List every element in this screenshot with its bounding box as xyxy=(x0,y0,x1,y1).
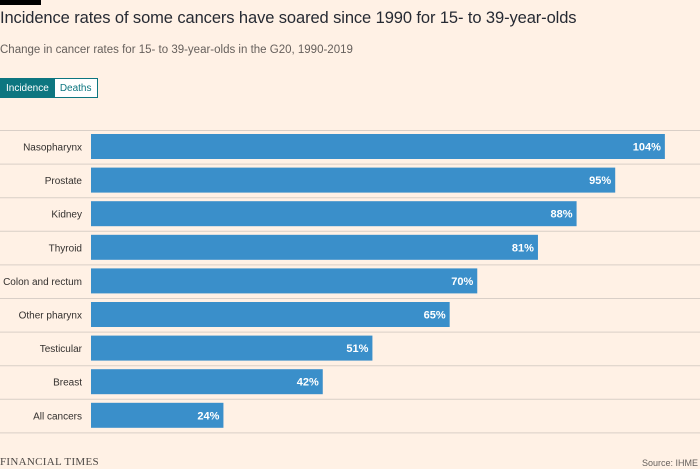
bar-all-cancers xyxy=(91,402,224,428)
category-label: Prostate xyxy=(45,176,83,187)
bar-value-label: 51% xyxy=(346,343,368,355)
toggle-deaths-button[interactable]: Deaths xyxy=(54,78,98,98)
bar-value-label: 88% xyxy=(551,209,573,221)
chart-title: Incidence rates of some cancers have soa… xyxy=(0,9,577,27)
bar-kidney xyxy=(91,201,577,227)
source-note: Source: IHME xyxy=(641,458,698,468)
category-label: Other pharynx xyxy=(19,311,82,322)
bar-other-pharynx xyxy=(91,302,450,327)
brand-top-bar xyxy=(0,0,41,5)
toggle-incidence-button[interactable]: Incidence xyxy=(0,78,55,98)
category-label: Thyroid xyxy=(49,243,82,254)
ft-logo: FINANCIAL TIMES xyxy=(0,456,99,468)
bar-value-label: 65% xyxy=(424,310,446,322)
bar-thyroid xyxy=(91,234,538,260)
gridlines xyxy=(0,130,700,434)
bar-value-label: 104% xyxy=(633,142,661,154)
category-label: Kidney xyxy=(51,210,82,221)
bar-prostate xyxy=(91,167,616,193)
bar-value-label: 42% xyxy=(297,377,319,389)
metric-toggle: Incidence Deaths xyxy=(0,78,98,98)
bar-testicular xyxy=(91,335,373,361)
category-label: Testicular xyxy=(40,344,83,355)
bar-value-label: 95% xyxy=(589,175,611,187)
bar-value-label: 24% xyxy=(197,410,219,422)
category-label: Colon and rectum xyxy=(3,277,82,288)
category-label: All cancers xyxy=(33,411,82,422)
bar-nasopharynx xyxy=(91,134,665,159)
category-label: Nasopharynx xyxy=(23,143,82,154)
bar-colon-and-rectum xyxy=(91,268,478,294)
category-label: Breast xyxy=(53,378,82,389)
bar-breast xyxy=(91,369,323,395)
category-labels: Nasopharynx Prostate Kidney Thyroid Colon an… xyxy=(3,143,83,423)
bar-value-label: 70% xyxy=(451,276,473,288)
bars: 104% 95% 88% 81% 70% 65% 51% 42% 24% xyxy=(91,134,665,428)
bar-value-label: 81% xyxy=(512,242,534,254)
chart-subtitle: Change in cancer rates for 15- to 39-yea… xyxy=(0,44,353,56)
